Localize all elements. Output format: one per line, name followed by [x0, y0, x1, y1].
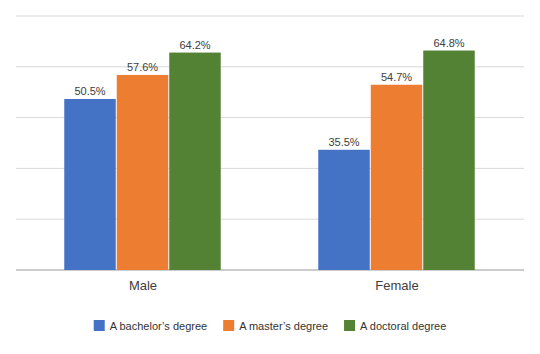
legend-item: A bachelor’s degree [94, 320, 207, 332]
legend-swatch [344, 320, 355, 331]
legend-item: A master’s degree [223, 320, 328, 332]
x-tick-label: Female [375, 278, 418, 293]
data-label: 64.8% [433, 37, 464, 49]
legend-swatch [94, 320, 105, 331]
data-label: 64.2% [179, 39, 210, 51]
bar [423, 51, 474, 270]
data-label: 35.5% [328, 136, 359, 148]
data-label: 50.5% [74, 85, 105, 97]
bar [318, 150, 369, 270]
data-label: 54.7% [381, 71, 412, 83]
bar [64, 99, 115, 270]
legend: A bachelor’s degree A master’s degree A do… [94, 320, 447, 332]
chart: 50.5% 35.5% 57.6% 54.7% 64.2% 64.8% Male Female… [0, 0, 540, 354]
legend-label: A bachelor’s degree [110, 320, 207, 332]
bar [117, 75, 168, 270]
data-label: 57.6% [127, 61, 158, 73]
legend-label: A doctoral degree [360, 320, 446, 332]
x-tick-label: Male [129, 278, 157, 293]
bars [64, 51, 474, 270]
legend-swatch [223, 320, 234, 331]
data-labels: 50.5% 35.5% 57.6% 54.7% 64.2% 64.8% [74, 37, 464, 148]
grid-line [16, 16, 524, 17]
x-ticks: Male Female [129, 278, 419, 293]
bar [169, 53, 220, 270]
legend-label: A master’s degree [239, 320, 328, 332]
legend-item: A doctoral degree [344, 320, 446, 332]
bar [371, 85, 422, 270]
